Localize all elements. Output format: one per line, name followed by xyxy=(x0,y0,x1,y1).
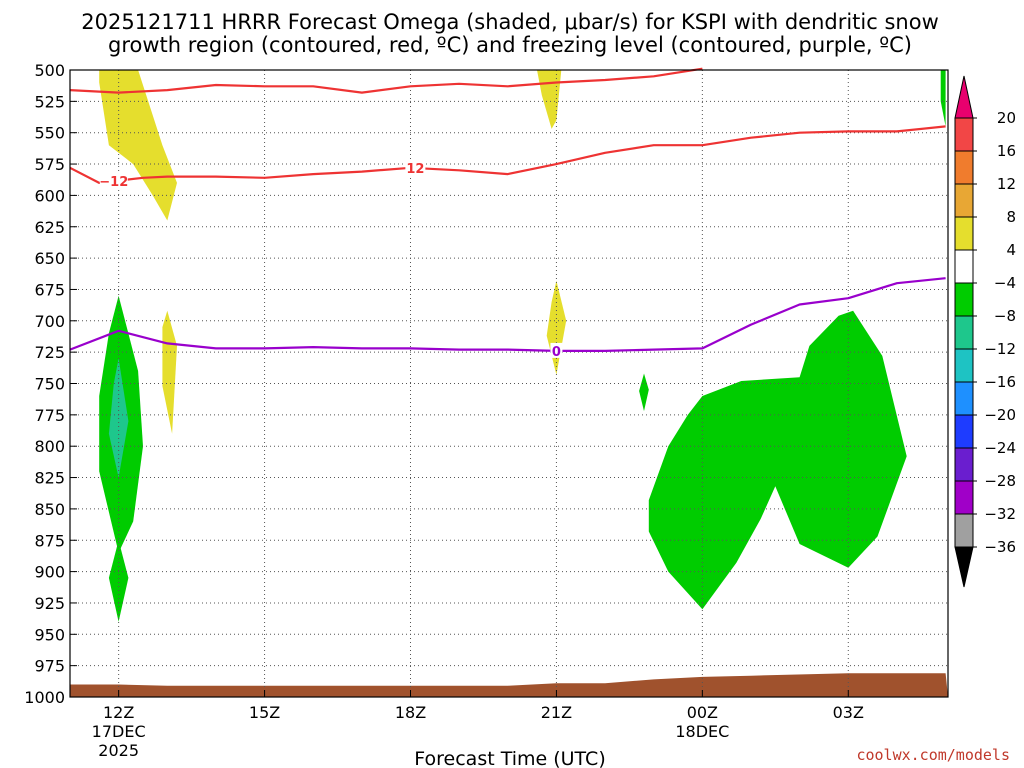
colorbar-swatch xyxy=(954,480,974,515)
colorbar-swatch xyxy=(954,381,974,416)
terrain-fill xyxy=(70,673,948,697)
y-tick-label: 700 xyxy=(34,312,65,331)
chart-title-line-1: 2025121711 HRRR Forecast Omega (shaded, … xyxy=(81,10,939,34)
colorbar-swatch xyxy=(954,447,974,482)
colorbar-label: −8 xyxy=(994,307,1016,325)
colorbar-swatch xyxy=(954,513,974,548)
y-tick-label: 675 xyxy=(34,280,65,299)
terrain-layer xyxy=(70,673,948,697)
x-axis-label: Forecast Time (UTC) xyxy=(414,748,605,768)
contour-label: 0 xyxy=(552,345,561,360)
colorbar-label: −36 xyxy=(984,538,1016,556)
y-tick-label: 975 xyxy=(34,657,65,676)
y-axis-tick-labels: 500 525 550 575 600 625 650 675 700 725 750 775 800 8… xyxy=(24,61,65,707)
colorbar-label: 16 xyxy=(997,142,1016,160)
contour-label: −12 xyxy=(99,175,128,190)
y-tick-label: 500 xyxy=(34,61,65,80)
x-tick-label: 18Z xyxy=(395,703,426,722)
y-tick-label: 600 xyxy=(34,186,65,205)
y-tick-label: 875 xyxy=(34,531,65,550)
chart-title-line-2: growth region (contoured, red, ºC) and f… xyxy=(108,33,912,57)
contour-line xyxy=(69,277,946,352)
plot-frame xyxy=(69,69,949,698)
contour-label-bg xyxy=(99,173,128,189)
colorbar-label: −20 xyxy=(984,406,1016,424)
colorbar-label: 12 xyxy=(997,175,1016,193)
colorbar-swatch xyxy=(954,183,974,218)
x-tick-date-label: 18DEC xyxy=(675,722,729,741)
y-tick-label: 800 xyxy=(34,437,65,456)
colorbar-label: −28 xyxy=(984,472,1016,490)
y-tick-label: 825 xyxy=(34,469,65,488)
contour-line xyxy=(69,67,703,94)
colorbar-bottom-triangle xyxy=(954,546,974,588)
omega-region xyxy=(639,373,649,412)
y-tick-label: 650 xyxy=(34,249,65,268)
colorbar-label: 4 xyxy=(1006,241,1016,259)
x-tick-label: 12Z xyxy=(103,703,134,722)
y-tick-label: 750 xyxy=(34,375,65,394)
y-tick-label: 1000 xyxy=(24,688,65,707)
contour-label-bg xyxy=(550,342,563,358)
y-tick-label: 925 xyxy=(34,594,65,613)
colorbar-swatch xyxy=(954,216,974,251)
y-tick-label: 950 xyxy=(34,625,65,644)
omega-region xyxy=(162,310,177,434)
colorbar-swatch xyxy=(954,315,974,350)
colorbar-label: −4 xyxy=(994,274,1016,292)
colorbar-swatch xyxy=(954,348,974,383)
colorbar-label: −24 xyxy=(984,439,1016,457)
colorbar-swatch xyxy=(954,414,974,449)
y-tick-label: 725 xyxy=(34,343,65,362)
colorbar-swatch xyxy=(954,117,974,152)
x-tick-label: 00Z xyxy=(687,703,718,722)
colorbar-label: 20 xyxy=(997,109,1016,127)
credit-link[interactable]: coolwx.com/models xyxy=(856,746,1010,764)
y-tick-label: 575 xyxy=(34,155,65,174)
y-tick-label: 775 xyxy=(34,406,65,425)
omega-region xyxy=(940,70,946,127)
colorbar: 20 16 12 8 4 −4 −8 −12 −16 −20 −24 −28 −32 −36 xyxy=(954,75,1016,588)
colorbar-swatch xyxy=(954,249,974,284)
omega-region xyxy=(537,70,562,129)
y-tick-label: 900 xyxy=(34,563,65,582)
x-tick-label: 21Z xyxy=(541,703,572,722)
colorbar-label: −32 xyxy=(984,505,1016,523)
omega-region xyxy=(648,310,907,610)
y-tick-label: 550 xyxy=(34,124,65,143)
colorbar-label: 8 xyxy=(1006,208,1016,226)
x-tick-label: 15Z xyxy=(249,703,280,722)
y-tick-label: 625 xyxy=(34,218,65,237)
colorbar-top-triangle xyxy=(954,75,974,119)
colorbar-swatch xyxy=(954,150,974,185)
x-tick-date-label: 17DEC xyxy=(92,722,146,741)
colorbar-label: −16 xyxy=(984,373,1016,391)
x-tick-year-label: 2025 xyxy=(98,741,139,760)
omega-region xyxy=(99,70,177,221)
contour-label: 12 xyxy=(406,162,424,177)
omega-shading xyxy=(99,70,946,622)
temperature-contours: −12 12 0 xyxy=(69,67,946,360)
omega-region xyxy=(108,540,129,622)
x-tick-label: 03Z xyxy=(833,703,864,722)
contour-line xyxy=(69,125,946,184)
colorbar-label: −12 xyxy=(984,340,1016,358)
y-tick-label: 525 xyxy=(34,92,65,111)
colorbar-swatch xyxy=(954,282,974,317)
contour-label-bg xyxy=(405,160,426,176)
y-tick-label: 850 xyxy=(34,500,65,519)
